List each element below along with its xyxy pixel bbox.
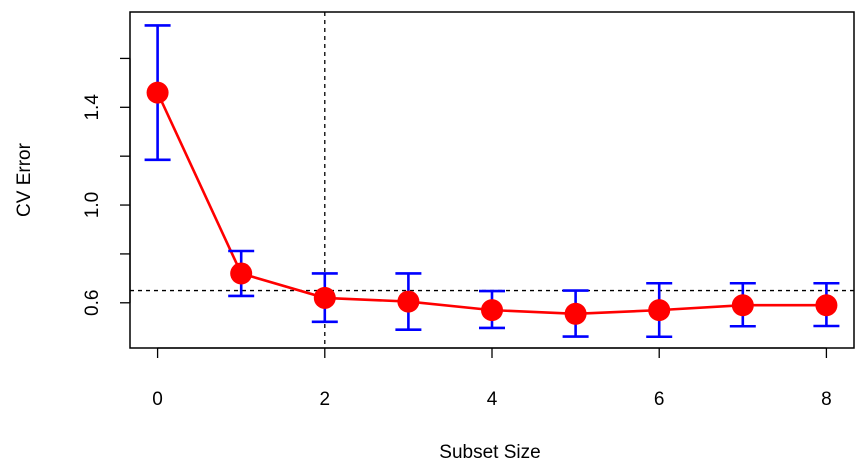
x-axis: 0 2 4 6 8: [152, 347, 832, 410]
y-tick-label-1.0: 1.0: [82, 192, 103, 218]
error-bars-group: [144, 24, 840, 339]
x-tick-label-4: 4: [487, 389, 498, 410]
points-group: [146, 81, 838, 325]
x-tick-label-0: 0: [152, 389, 163, 410]
cv-error-line: [156, 92, 827, 316]
y-tick-label-1.4: 1.4: [82, 94, 103, 121]
data-point-2: [313, 286, 336, 309]
y-axis: 0.6 1.0 1.4: [82, 57, 131, 316]
x-tick-label-2: 2: [320, 389, 331, 410]
series-line-group: [156, 92, 827, 316]
data-point-0: [146, 81, 169, 104]
data-point-6: [648, 299, 671, 322]
y-axis-title: CV Error: [14, 142, 35, 217]
data-point-8: [815, 294, 838, 317]
x-tick-label-8: 8: [821, 389, 832, 410]
x-axis-title: Subset Size: [439, 442, 540, 463]
x-tick-label-6: 6: [654, 389, 665, 410]
data-point-4: [481, 299, 503, 322]
y-tick-label-0.6: 0.6: [82, 290, 103, 316]
data-point-1: [230, 262, 253, 285]
data-point-5: [564, 302, 587, 325]
data-point-3: [397, 290, 420, 313]
data-point-7: [731, 294, 754, 317]
